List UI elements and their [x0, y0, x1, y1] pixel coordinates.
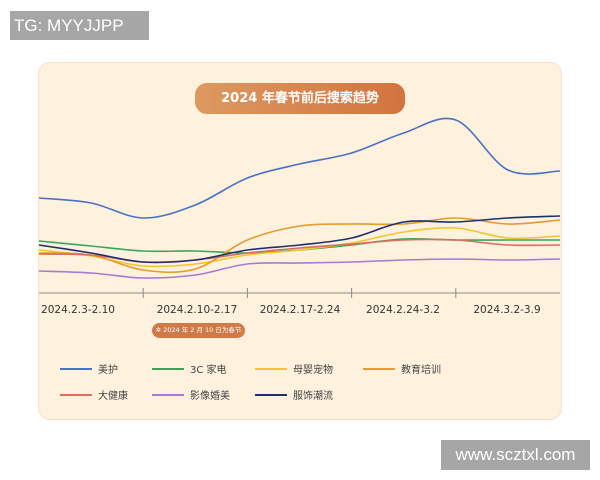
legend-swatch [152, 367, 184, 370]
legend-label: 母婴宠物 [293, 365, 333, 376]
chart-title: 2024 年春节前后搜索趋势 [195, 83, 405, 114]
legend-swatch [60, 393, 92, 396]
x-tick-label: 2024.2.17-2.24 [259, 304, 341, 316]
legend-label: 教育培训 [401, 365, 441, 376]
x-tick-label: 2024.2.10-2.17 [156, 304, 238, 316]
legend-swatch [255, 393, 287, 396]
watermark-top: TG: MYYJJPP [10, 11, 149, 40]
x-tick-label: 2024.2.3-2.10 [41, 304, 115, 316]
legend-label: 影像婚美 [190, 391, 230, 402]
legend-item: 母婴宠物 [255, 361, 333, 376]
series-line-影像婚美 [38, 258, 561, 279]
series-line-服饰潮流 [38, 215, 561, 264]
series-line-美护 [38, 117, 561, 219]
x-tick-label: 2024.3.2-3.9 [473, 304, 541, 316]
legend-item: 美护 [60, 361, 118, 376]
legend-item: 3C 家电 [152, 361, 227, 376]
legend-label: 服饰潮流 [293, 391, 333, 402]
legend-label: 美护 [98, 365, 118, 376]
series-line-3C 家电 [38, 237, 560, 254]
series-line-教育培训 [38, 217, 561, 274]
legend-item: 服饰潮流 [255, 387, 333, 402]
spring-festival-note: ✲ 2024 年 2 月 10 日为春节 [152, 323, 245, 338]
series-line-母婴宠物 [38, 226, 561, 268]
legend-item: 影像婚美 [152, 387, 230, 402]
legend-swatch [255, 367, 287, 370]
x-tick-label: 2024.2.24-3.2 [366, 304, 440, 316]
legend-swatch [60, 367, 92, 370]
note-text: 2024 年 2 月 10 日为春节 [163, 326, 242, 334]
legend-label: 大健康 [98, 391, 128, 402]
legend-swatch [363, 367, 395, 370]
watermark-bottom: www.scztxl.com [441, 440, 590, 470]
legend-item: 教育培训 [363, 361, 441, 376]
legend-swatch [152, 393, 184, 396]
legend-item: 大健康 [60, 387, 128, 402]
legend-label: 3C 家电 [190, 365, 227, 376]
